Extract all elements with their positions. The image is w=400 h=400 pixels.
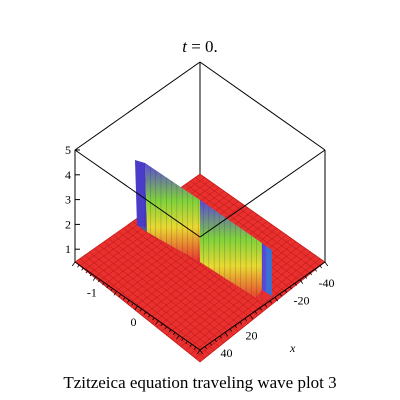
y-tick-mark (185, 340, 188, 344)
y-tick-mark (155, 320, 159, 325)
x-tick-mark (254, 311, 257, 314)
y-tick-mark (106, 285, 109, 289)
x-tick-mark (309, 272, 312, 276)
x-tick-mark (264, 304, 267, 307)
x-tick-mark (319, 265, 322, 269)
y-tick-mark (164, 326, 167, 330)
y-tick-mark (89, 273, 92, 277)
x-tick-mark (294, 282, 297, 286)
x-tick-label: 20 (246, 329, 258, 343)
y-tick-mark (110, 288, 113, 292)
chart-title: t = 0. (182, 37, 218, 56)
y-tick-mark (196, 349, 201, 355)
y-tick-mark (173, 332, 176, 336)
x-tick-mark (274, 296, 279, 302)
z-tick-label: 5 (65, 143, 71, 157)
y-tick-mark (134, 305, 138, 311)
y-tick-mark (148, 314, 151, 318)
z-tick-label: 1 (65, 242, 71, 256)
x-tick-mark (209, 342, 212, 346)
x-tick-mark (234, 325, 237, 328)
wave-ridge (135, 160, 272, 302)
x-tick-mark (219, 335, 222, 339)
y-tick-mark (118, 294, 122, 297)
x-tick-mark (289, 286, 292, 290)
grid-line (190, 255, 316, 355)
x-tick-mark (324, 261, 329, 267)
y-tick-mark (168, 329, 172, 333)
x-tick-mark (229, 328, 232, 332)
x-tick-mark (279, 293, 282, 297)
z-axis: 1 2 3 4 5 (65, 143, 80, 256)
y-tick-mark (176, 335, 180, 340)
x-tick-label: 40 (221, 346, 233, 360)
y-tick-mark (71, 261, 76, 267)
x-tick-mark (244, 318, 247, 321)
y-tick-mark (189, 343, 192, 347)
y-tick-mark (102, 282, 105, 286)
x-tick-mark (304, 275, 307, 279)
y-tick-label: -1 (87, 286, 97, 300)
wave-grid (144, 163, 263, 302)
x-axis-label: x (289, 341, 296, 355)
grid-line (171, 241, 297, 340)
x-tick-mark (204, 346, 207, 350)
y-tick-mark (85, 270, 88, 274)
y-tick-mark (131, 302, 134, 306)
grid-line (185, 251, 311, 351)
x-tick-mark (259, 307, 262, 311)
y-tick-mark (193, 346, 197, 350)
x-tick-label: -20 (294, 293, 310, 307)
y-tick-mark (139, 308, 142, 312)
grid-line (175, 244, 302, 343)
y-tick-mark (127, 299, 130, 303)
y-tick-mark (143, 311, 147, 315)
x-tick-mark (299, 279, 304, 284)
x-tick-mark (269, 300, 272, 304)
z-tick-label: 4 (65, 168, 71, 182)
x-tick-mark (224, 332, 229, 337)
y-tick-mark (152, 317, 155, 321)
x-tick-label: -40 (319, 276, 335, 290)
y-tick-mark (160, 323, 163, 327)
y-axis: -1 0 (71, 261, 201, 355)
y-tick-mark (92, 276, 97, 281)
x-tick-mark (199, 349, 204, 355)
y-tick-mark (81, 267, 84, 271)
y-tick-mark (77, 264, 80, 268)
y-tick-label: 0 (131, 315, 137, 329)
x-tick-mark (284, 289, 287, 293)
x-tick-mark (239, 321, 242, 325)
x-tick-mark (214, 339, 217, 343)
caption: Tzitzeica equation traveling wave plot 3 (63, 373, 336, 392)
y-tick-mark (123, 296, 126, 300)
y-tick-mark (113, 291, 117, 296)
y-tick-mark (181, 338, 184, 341)
x-axis: -40 -20 20 40 (199, 261, 335, 360)
x-tick-mark (249, 314, 254, 320)
z-tick-label: 2 (65, 217, 71, 231)
y-tick-mark (98, 279, 101, 283)
grid-line (180, 248, 306, 347)
x-tick-mark (314, 268, 317, 272)
z-tick-label: 3 (65, 193, 71, 207)
